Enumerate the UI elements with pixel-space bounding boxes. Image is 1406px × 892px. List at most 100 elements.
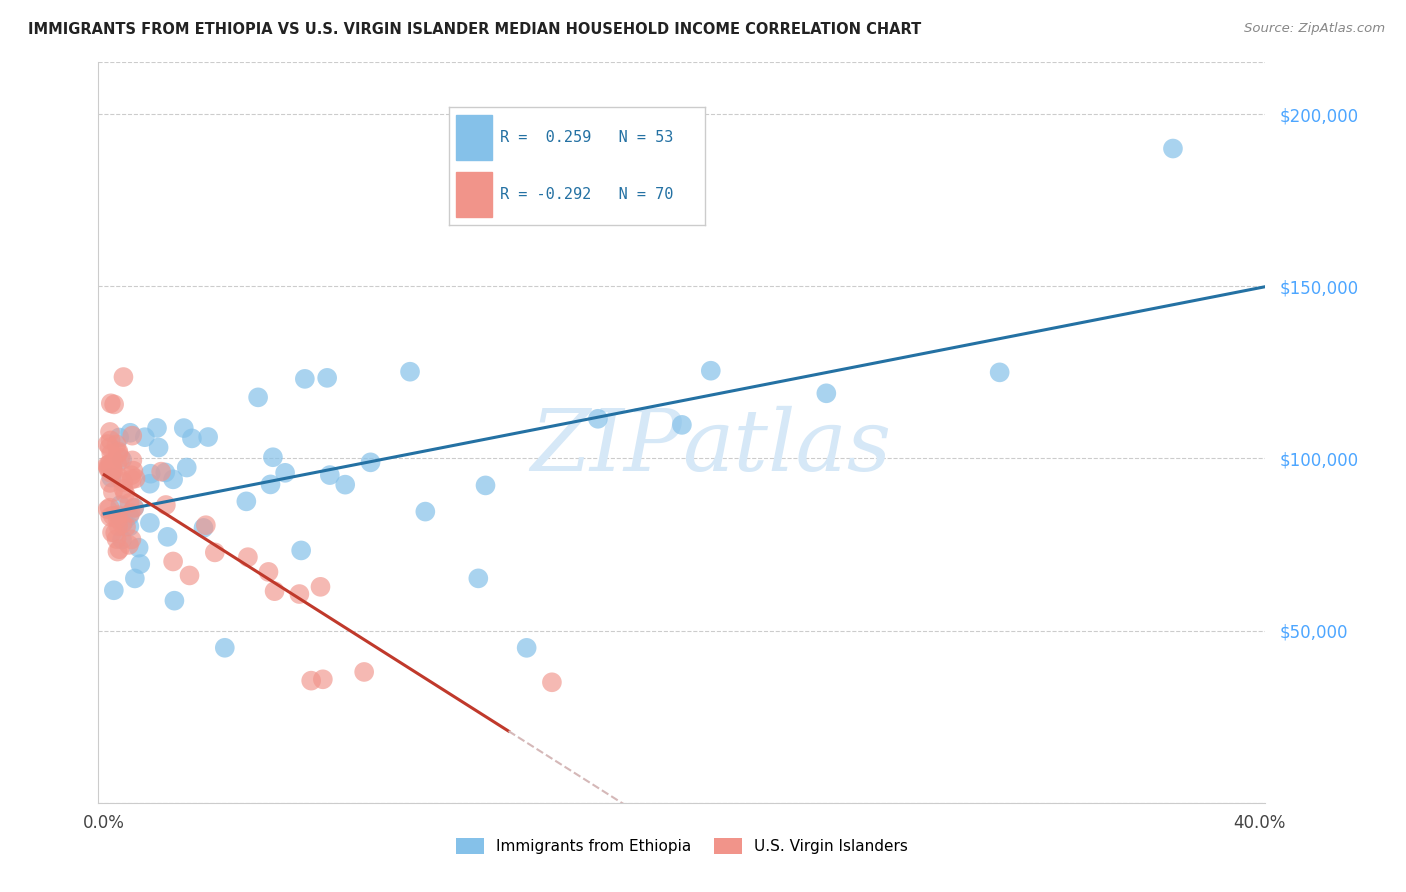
- Point: [104, 525, 127, 540]
- Point: [181, 431, 204, 445]
- Point: [107, 508, 129, 522]
- Point: [156, 530, 179, 544]
- Point: [98, 425, 121, 439]
- Point: [194, 518, 217, 533]
- Point: [100, 466, 122, 480]
- Point: [112, 514, 135, 528]
- Point: [112, 475, 135, 489]
- Point: [103, 583, 125, 598]
- Point: [107, 444, 129, 458]
- Point: [114, 486, 136, 500]
- Point: [121, 453, 143, 467]
- Point: [353, 665, 375, 679]
- Point: [155, 466, 177, 480]
- Point: [108, 430, 131, 444]
- Point: [100, 461, 122, 475]
- Point: [162, 472, 184, 486]
- Point: [103, 397, 125, 411]
- Point: [134, 430, 156, 444]
- Point: [101, 525, 124, 540]
- Point: [162, 554, 184, 568]
- Text: atlas: atlas: [682, 406, 891, 489]
- Point: [101, 465, 124, 479]
- Point: [294, 372, 316, 386]
- Point: [335, 477, 357, 491]
- Point: [98, 475, 121, 490]
- Point: [105, 456, 128, 470]
- Point: [139, 516, 162, 530]
- Point: [100, 434, 122, 448]
- Point: [257, 565, 280, 579]
- Point: [98, 440, 121, 454]
- Point: [288, 587, 311, 601]
- Point: [105, 532, 128, 546]
- Point: [148, 441, 170, 455]
- Point: [98, 500, 121, 515]
- Point: [235, 494, 257, 508]
- Point: [290, 543, 312, 558]
- Point: [214, 640, 236, 655]
- Point: [118, 508, 141, 523]
- Point: [163, 593, 186, 607]
- Point: [124, 571, 146, 585]
- Point: [96, 437, 118, 451]
- Point: [176, 460, 198, 475]
- Point: [121, 428, 143, 442]
- Point: [516, 640, 538, 655]
- Point: [139, 467, 162, 481]
- Point: [101, 508, 124, 523]
- Point: [124, 500, 146, 515]
- Point: [110, 498, 132, 512]
- Point: [988, 365, 1011, 379]
- Point: [98, 509, 121, 524]
- Point: [316, 371, 339, 385]
- Text: Source: ZipAtlas.com: Source: ZipAtlas.com: [1244, 22, 1385, 36]
- Point: [155, 498, 177, 512]
- Point: [299, 673, 322, 688]
- Point: [107, 446, 129, 460]
- Point: [115, 520, 138, 534]
- Point: [197, 430, 219, 444]
- Point: [815, 386, 838, 401]
- Point: [262, 450, 284, 465]
- Point: [107, 512, 129, 526]
- Text: ZIP: ZIP: [530, 406, 682, 489]
- Point: [122, 500, 145, 515]
- Point: [671, 417, 693, 432]
- Point: [110, 450, 132, 465]
- Point: [107, 519, 129, 533]
- Point: [97, 461, 120, 475]
- Point: [128, 541, 150, 555]
- Legend: Immigrants from Ethiopia, U.S. Virgin Islanders: Immigrants from Ethiopia, U.S. Virgin Is…: [449, 830, 915, 862]
- Point: [122, 464, 145, 478]
- Point: [120, 468, 142, 483]
- Point: [105, 437, 128, 451]
- Point: [312, 673, 335, 687]
- Point: [111, 533, 134, 547]
- Point: [112, 482, 135, 496]
- Point: [101, 459, 124, 474]
- Point: [319, 468, 342, 483]
- Point: [101, 455, 124, 469]
- Point: [399, 365, 422, 379]
- Point: [110, 509, 132, 524]
- Point: [121, 472, 143, 486]
- Point: [259, 477, 281, 491]
- Point: [129, 557, 152, 571]
- Point: [100, 396, 122, 410]
- Point: [112, 370, 135, 384]
- Point: [107, 544, 129, 558]
- Point: [101, 485, 124, 500]
- Text: IMMIGRANTS FROM ETHIOPIA VS U.S. VIRGIN ISLANDER MEDIAN HOUSEHOLD INCOME CORRELA: IMMIGRANTS FROM ETHIOPIA VS U.S. VIRGIN …: [28, 22, 921, 37]
- Point: [467, 571, 489, 585]
- Point: [263, 584, 285, 599]
- Point: [150, 465, 173, 479]
- Point: [100, 456, 122, 470]
- Point: [100, 447, 122, 461]
- Point: [204, 545, 226, 559]
- Point: [108, 542, 131, 557]
- Point: [1161, 142, 1184, 156]
- Point: [101, 463, 124, 477]
- Point: [97, 502, 120, 516]
- Point: [173, 421, 195, 435]
